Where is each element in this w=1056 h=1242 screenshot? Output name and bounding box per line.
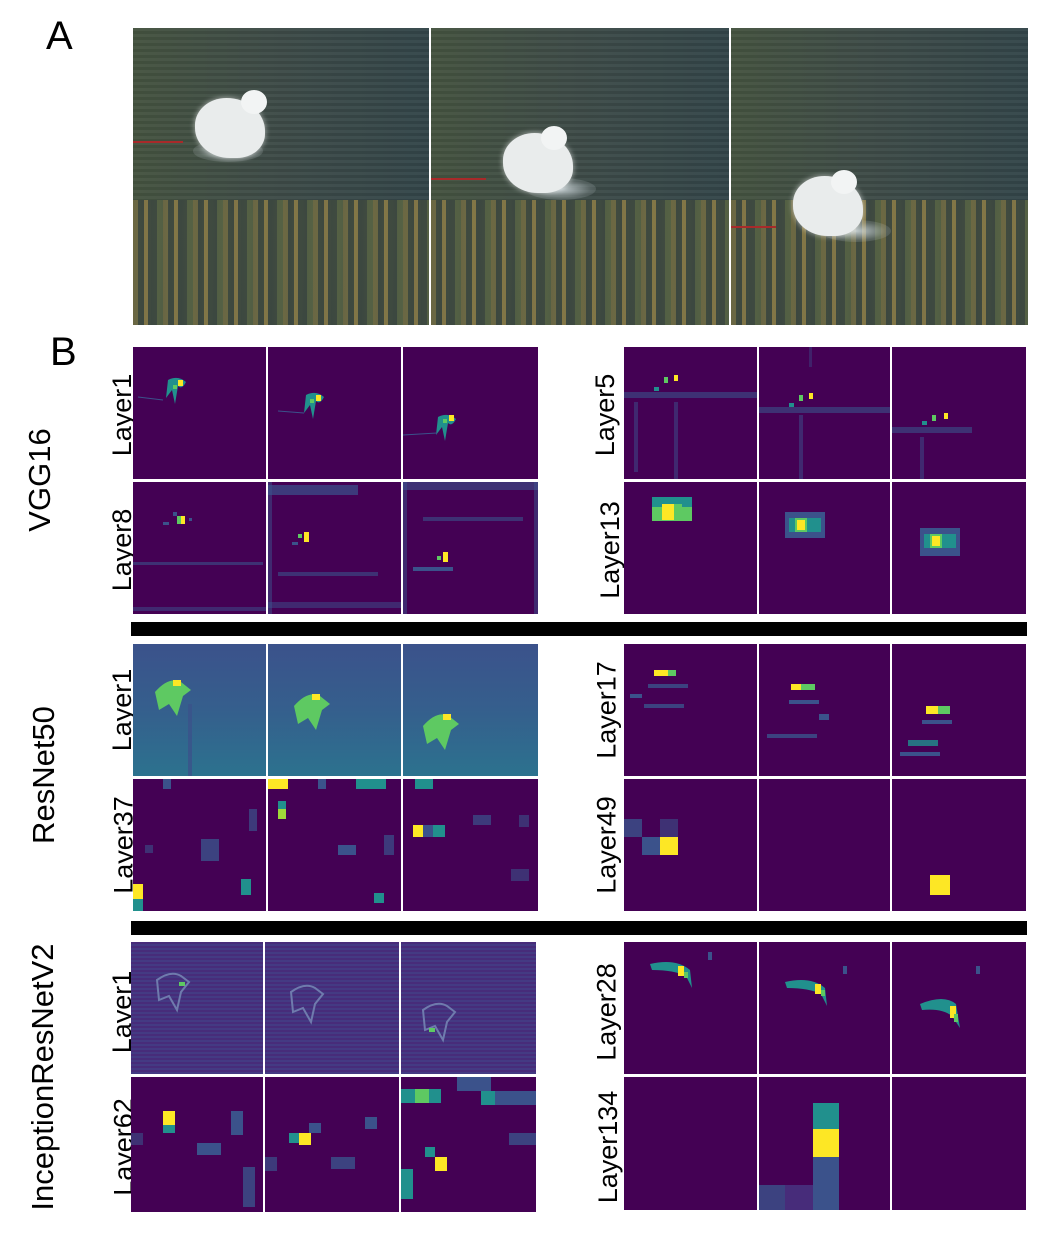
activation-map [133,779,266,911]
activation-map [624,644,757,776]
activation-map [403,482,538,614]
activation-map [265,942,399,1074]
activation-map [892,482,1026,614]
layer-label: Layer17 [591,661,622,759]
activation-map [403,779,538,911]
layer-label: Layer13 [595,501,625,599]
activation-map [759,347,890,479]
activation-map [759,644,890,776]
layer-label: Layer28 [591,963,622,1061]
panel-label-b: B [50,330,77,374]
activation-map [624,942,757,1074]
panel-label-a: A [46,14,73,58]
layer-label: Layer134 [593,1090,623,1204]
separator-bar [131,921,1027,935]
activation-map [133,482,266,614]
activation-map [759,779,890,911]
separator-bar [131,622,1027,636]
activation-map [265,1077,399,1212]
activation-map [268,779,401,911]
activation-map [624,347,757,479]
activation-map [268,482,401,614]
activation-map [759,482,890,614]
activation-map [624,779,757,911]
activation-map [268,644,401,776]
activation-map [892,644,1026,776]
activation-map [403,347,538,479]
activation-map [131,942,263,1074]
activation-map [892,942,1026,1074]
activation-map [403,644,538,776]
network-label-vgg16: VGG16 [22,428,57,532]
input-image-1 [133,28,429,325]
activation-map [892,1077,1026,1210]
network-label-inceptionresnetv2: InceptionResNetV2 [25,943,60,1211]
activation-map [131,1077,263,1212]
network-label-resnet50: ResNet50 [26,706,61,844]
layer-label: Layer5 [590,373,620,457]
input-image-2 [431,28,729,325]
layer-label: Layer49 [591,796,622,894]
activation-map [892,779,1026,911]
activation-map [133,347,266,479]
activation-map [759,1077,890,1210]
activation-map [624,1077,757,1210]
activation-map [624,482,757,614]
activation-map [759,942,890,1074]
activation-map [401,942,536,1074]
activation-map [401,1077,536,1212]
activation-map [892,347,1026,479]
activation-map [133,644,266,776]
activation-map [268,347,401,479]
input-image-3 [731,28,1028,325]
